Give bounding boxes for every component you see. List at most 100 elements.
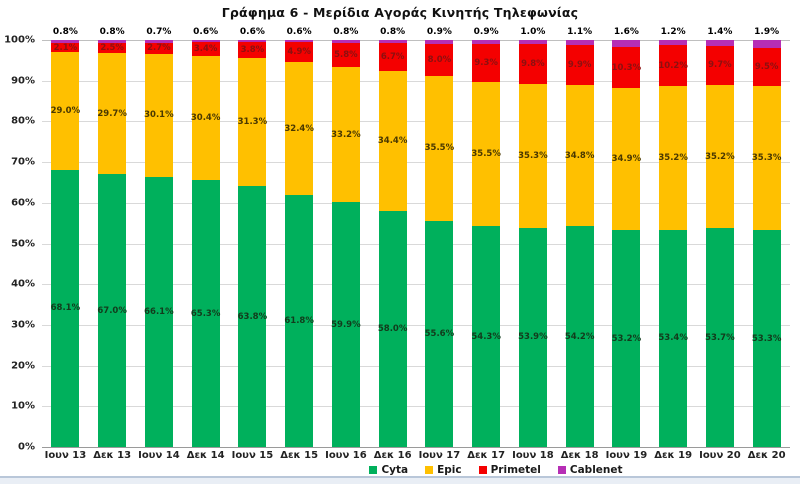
x-axis: Ιουν 13 Δεκ 13 Ιουν 14 Δεκ 14 Ιουν 15 Δεκ 15 Ι…	[42, 450, 790, 461]
segment-primetel: 6.7%	[378, 43, 407, 71]
segment-cyta: 65.3%	[191, 180, 220, 447]
y-tick-label: 20%	[11, 360, 35, 372]
data-label-primetel: 3.8%	[240, 45, 265, 55]
legend-label: Cyta	[381, 464, 409, 476]
y-tick-label: 70%	[11, 156, 35, 168]
segment-cablenet	[238, 40, 267, 43]
bar-column: 53.2% 34.9% 10.3% 1.6%	[603, 28, 650, 447]
data-label-cablenet: 1.1%	[567, 27, 593, 37]
segment-cablenet	[659, 40, 688, 45]
gridline	[42, 324, 790, 326]
data-label-cyta: 54.3%	[471, 331, 501, 342]
segment-primetel: 9.8%	[518, 44, 547, 84]
segment-cablenet	[472, 40, 501, 44]
data-label-primetel: 4.9%	[287, 47, 311, 58]
y-tick-label: 50%	[11, 238, 35, 249]
bar-column: 58.0% 34.4% 6.7% 0.8%	[369, 28, 416, 447]
data-label-epic: 34.8%	[564, 150, 595, 161]
segment-primetel: 9.5%	[752, 47, 781, 87]
data-label-cablenet: 0.8%	[99, 27, 125, 37]
segment-cyta: 67.0%	[97, 174, 127, 447]
stacked-bar: 58.0% 34.4% 6.7% 0.8%	[378, 28, 407, 447]
bar-column: 53.4% 35.2% 10.2% 1.2%	[650, 28, 697, 447]
data-label-cablenet: 0.6%	[239, 27, 265, 37]
stacked-bar: 61.8% 32.4% 4.9% 0.6%	[284, 28, 314, 447]
segment-cyta: 55.6%	[424, 220, 455, 447]
segment-epic: 33.2%	[331, 66, 361, 203]
data-label-cablenet: 1.6%	[613, 27, 639, 37]
data-label-primetel: 9.8%	[521, 58, 545, 69]
data-label-cyta: 55.6%	[424, 328, 455, 339]
y-axis: 100% 90% 80% 70% 60% 50% 40% 30% 20% 10% 0%	[0, 35, 37, 453]
gridline	[42, 162, 790, 164]
segment-primetel: 10.3%	[611, 46, 642, 89]
segment-primetel: 2.7%	[144, 42, 173, 54]
bar-column: 53.7% 35.2% 9.7% 1.4%	[697, 28, 744, 447]
x-tick-label: Ιουν 14	[138, 450, 180, 461]
legend-swatch-cyta	[369, 466, 378, 474]
x-tick-label: Δεκ 13	[93, 450, 132, 461]
data-label-cablenet: 0.8%	[380, 27, 406, 37]
data-label-epic: 35.2%	[705, 151, 735, 162]
x-tick-label: Δεκ 19	[654, 450, 693, 461]
legend-label: Primetel	[490, 464, 541, 476]
legend-swatch-epic	[425, 466, 434, 474]
data-label-primetel: 2.7%	[147, 43, 171, 54]
data-label-epic: 29.7%	[97, 108, 127, 119]
data-label-primetel: 10.3%	[611, 62, 642, 73]
data-label-cablenet: 0.8%	[52, 27, 78, 37]
x-tick-label: Δεκ 14	[186, 450, 225, 461]
data-label-primetel: 9.5%	[754, 61, 779, 72]
stacked-bar: 53.4% 35.2% 10.2% 1.2%	[658, 28, 688, 447]
segment-primetel: 8.0%	[425, 43, 454, 77]
data-label-epic: 30.4%	[190, 113, 221, 124]
segment-primetel: 5.8%	[331, 43, 360, 67]
stacked-bar: 53.2% 34.9% 10.3% 1.6%	[611, 28, 642, 447]
bar-column: 66.1% 30.1% 2.7% 0.7%	[136, 28, 183, 447]
y-tick-label: 10%	[11, 400, 35, 412]
bar-column: 54.3% 35.5% 9.3% 0.9%	[463, 28, 510, 447]
segment-primetel: 2.1%	[51, 43, 80, 52]
gridline	[42, 121, 790, 123]
gridline	[42, 202, 790, 204]
data-label-primetel: 8.0%	[427, 54, 452, 65]
data-label-primetel: 3.4%	[193, 44, 218, 55]
segment-epic: 29.0%	[50, 51, 81, 170]
data-label-epic: 29.0%	[50, 105, 81, 116]
segment-cablenet	[425, 40, 454, 44]
data-label-cablenet: 0.9%	[473, 27, 499, 37]
stacked-bar: 54.2% 34.8% 9.9% 1.1%	[564, 28, 595, 447]
x-tick-label: Ιουν 16	[325, 450, 367, 461]
data-label-cablenet: 1.2%	[660, 27, 686, 37]
data-label-primetel: 9.9%	[567, 59, 592, 70]
gridline	[42, 80, 790, 82]
x-tick-label: Ιουν 20	[699, 450, 741, 461]
gridline	[42, 284, 790, 286]
gridline	[42, 406, 790, 408]
data-label-primetel: 9.7%	[708, 60, 732, 71]
legend-label: Cablenet	[569, 464, 623, 476]
gridline	[42, 243, 790, 245]
data-label-epic: 35.2%	[658, 152, 688, 163]
bar-column: 65.3% 30.4% 3.4% 0.6%	[182, 28, 229, 447]
gridline	[42, 365, 790, 367]
data-label-cyta: 61.8%	[284, 315, 314, 326]
data-label-cyta: 53.9%	[518, 332, 548, 343]
data-label-epic: 30.1%	[144, 110, 174, 121]
data-label-cyta: 54.2%	[564, 331, 595, 342]
data-label-epic: 31.3%	[237, 116, 268, 127]
segment-primetel: 3.8%	[238, 42, 267, 59]
x-tick-label: Δεκ 16	[373, 450, 412, 461]
stacked-bar: 54.3% 35.5% 9.3% 0.9%	[471, 28, 501, 447]
segment-epic: 30.4%	[190, 56, 221, 181]
segment-epic: 34.9%	[612, 88, 641, 231]
chart-title: Γράφημα 6 - Μερίδια Αγοράς Κινητής Τηλεφ…	[221, 5, 579, 20]
y-tick-label: 90%	[11, 75, 35, 87]
data-label-cablenet: 0.8%	[333, 27, 359, 37]
data-label-cyta: 67.0%	[97, 305, 127, 316]
data-label-primetel: 6.7%	[380, 51, 405, 62]
data-label-cablenet: 1.9%	[754, 27, 780, 37]
segment-cablenet	[191, 40, 220, 43]
data-label-primetel: 2.5%	[100, 43, 124, 54]
